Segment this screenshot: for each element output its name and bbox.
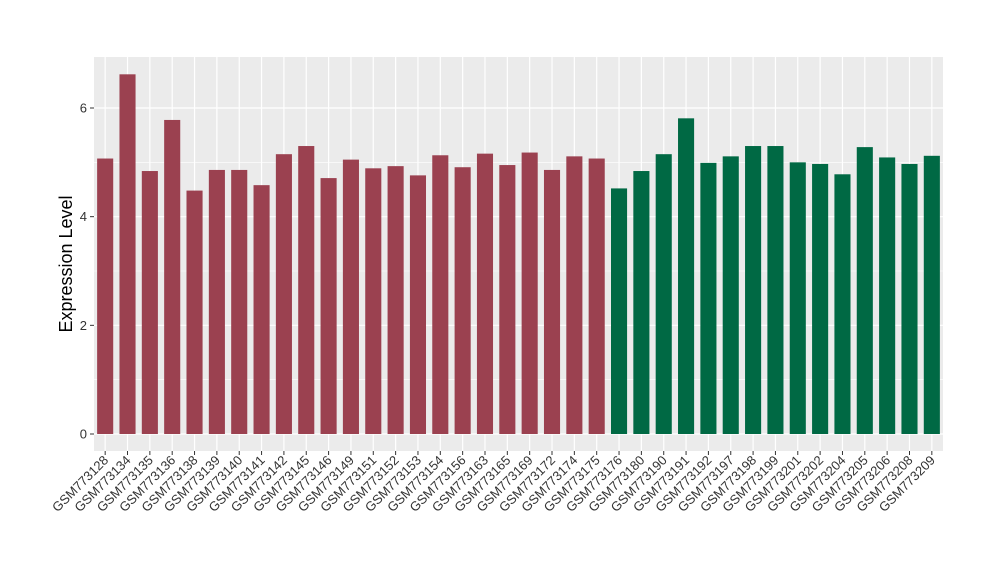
y-axis: 0 2 4 6: [80, 101, 94, 442]
bar-GSM773197: [722, 156, 739, 434]
y-tick-label: 6: [80, 101, 87, 116]
bar-GSM773138: [186, 190, 203, 434]
bar-GSM773175: [588, 158, 605, 434]
bar-GSM773145: [298, 146, 315, 435]
bar-GSM773154: [432, 155, 449, 434]
bar-GSM773135: [141, 171, 158, 434]
bar-GSM773151: [365, 168, 382, 434]
bar-GSM773174: [566, 156, 583, 434]
bar-GSM773172: [543, 169, 561, 434]
bar-GSM773198: [745, 146, 762, 435]
x-axis: GSM773128GSM773134GSM773135GSM773136GSM7…: [49, 451, 938, 515]
bar-GSM773199: [767, 146, 784, 435]
bar-GSM773201: [789, 162, 806, 435]
bar-GSM773163: [476, 153, 494, 434]
bar-GSM773169: [521, 152, 538, 434]
bars: [97, 74, 940, 435]
bar-GSM773141: [253, 185, 270, 434]
bar-GSM773176: [610, 188, 628, 434]
bar-GSM773190: [655, 154, 672, 434]
bar-GSM773204: [834, 174, 851, 434]
bar-GSM773134: [119, 74, 136, 435]
bar-GSM773202: [812, 163, 829, 435]
y-tick-label: 2: [80, 318, 87, 333]
bar-GSM773152: [387, 166, 404, 435]
bar-GSM773153: [409, 175, 427, 434]
bar-GSM773192: [700, 162, 717, 435]
bar-GSM773140: [231, 169, 248, 434]
bar-GSM773206: [879, 157, 896, 434]
bar-GSM773128: [97, 158, 114, 434]
bar-GSM773139: [208, 169, 225, 434]
y-tick-label: 0: [80, 427, 87, 442]
bar-GSM773191: [678, 118, 695, 434]
bar-GSM773180: [633, 171, 650, 434]
y-axis-title: Expression Level: [56, 195, 76, 332]
bar-GSM773209: [923, 155, 940, 434]
bar-GSM773146: [320, 178, 337, 434]
bar-GSM773136: [164, 119, 181, 434]
bar-GSM773156: [454, 167, 471, 434]
bar-GSM773165: [499, 165, 516, 435]
bar-GSM773205: [856, 147, 873, 434]
bar-GSM773149: [342, 159, 359, 434]
bar-GSM773208: [901, 163, 918, 435]
y-tick-label: 4: [80, 209, 87, 224]
bar-GSM773142: [275, 154, 292, 434]
